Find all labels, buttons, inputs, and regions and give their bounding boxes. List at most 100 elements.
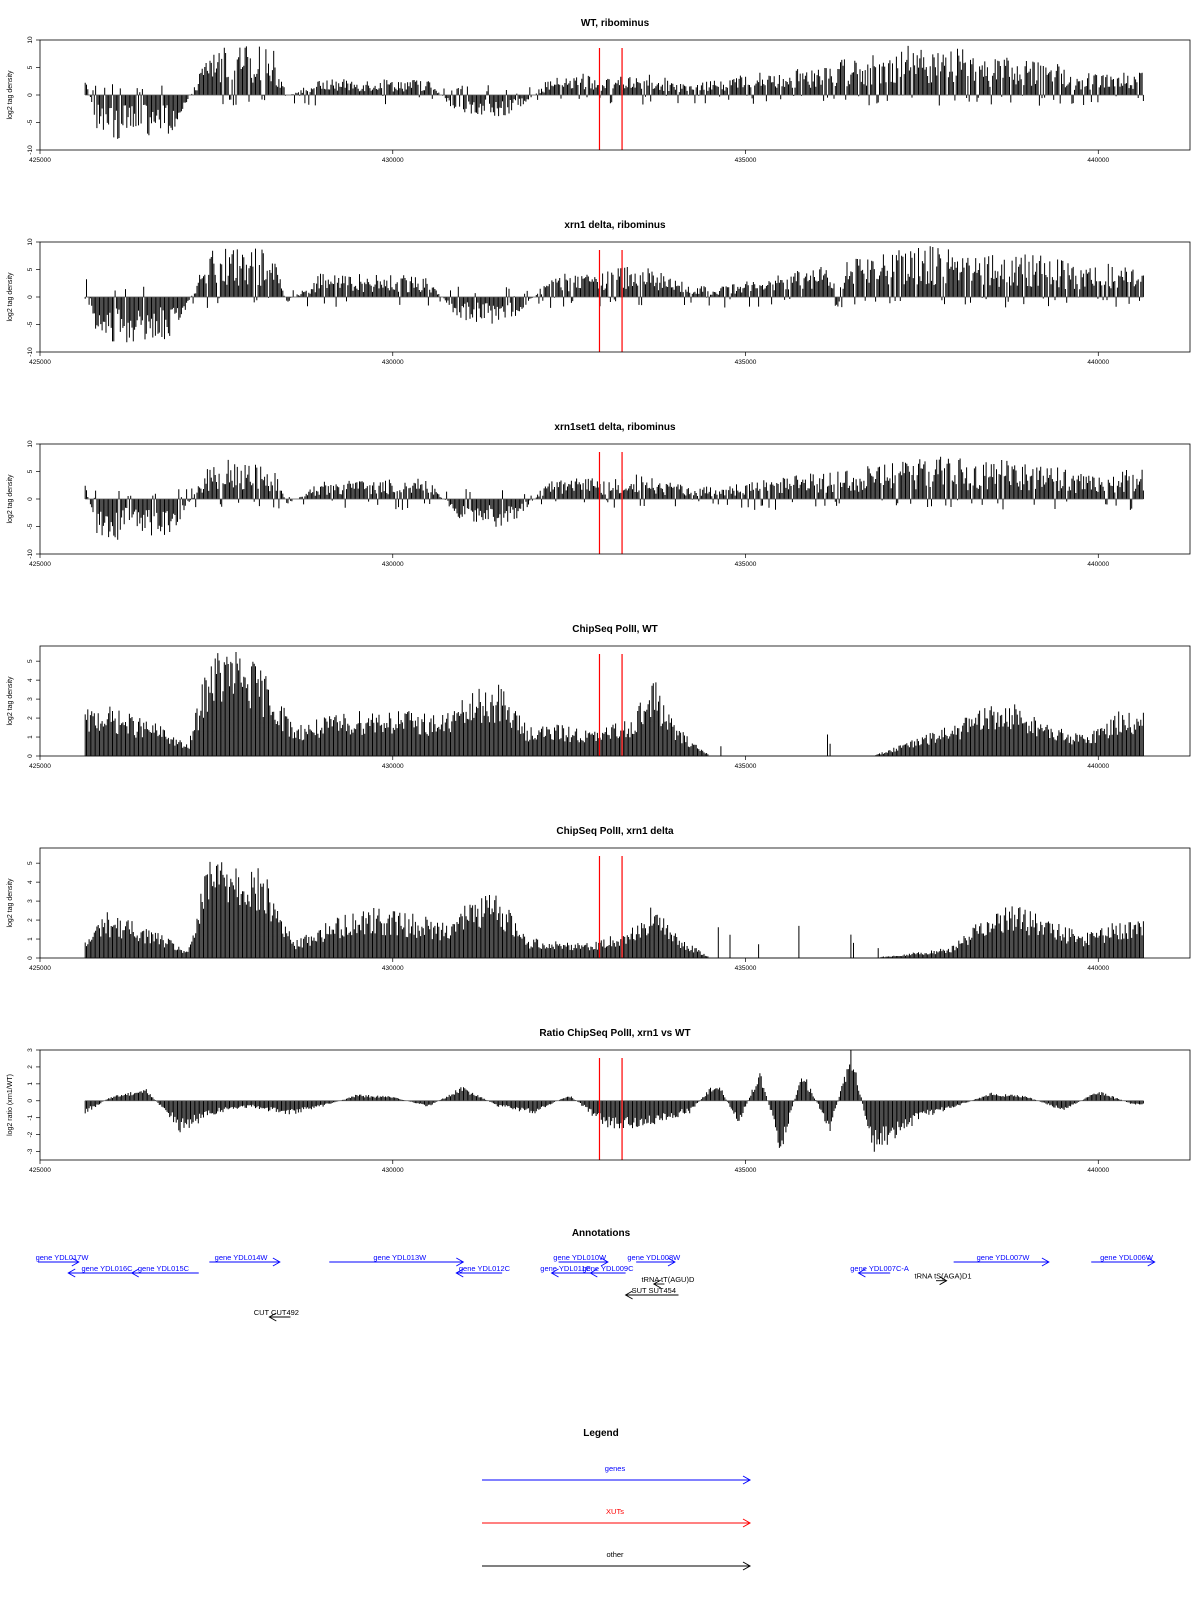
y-tick-label: 2 (27, 918, 34, 922)
arrow-head (455, 1268, 464, 1278)
annotation-feature: SUT SUT454 (624, 1286, 679, 1300)
annotations-title: Annotations (572, 1228, 631, 1239)
x-tick-label: 430000 (382, 965, 404, 972)
annotation-feature: gene YDL007C-A (850, 1264, 909, 1278)
x-tick-label: 425000 (29, 157, 51, 164)
panel-title: xrn1set1 delta, ribominus (554, 422, 676, 433)
y-tick-label: -10 (27, 549, 34, 559)
chart-panel: xrn1 delta, ribominus -10 -5 0 5 10 log2 tag d… (7, 220, 1191, 366)
legend-arrow-head (742, 1561, 752, 1571)
annotation-feature: gene YDL009C (582, 1264, 634, 1278)
y-tick-label: 0 (27, 1099, 34, 1103)
density-bars (84, 861, 1144, 958)
legend-title: Legend (583, 1428, 619, 1439)
arrow-head (456, 1257, 465, 1267)
y-axis-label: log2 tag density (7, 272, 14, 322)
annotation-feature: gene YDL015C (130, 1264, 199, 1278)
arrow-head (667, 1257, 676, 1267)
y-tick-label: -5 (27, 119, 34, 125)
y-axis-label: log2 tag density (7, 474, 14, 524)
annotation-items: gene YDL017W gene YDL016C gene YDL015C gene… (36, 1253, 1156, 1322)
y-tick-label: -10 (27, 145, 34, 155)
density-bars (84, 246, 1144, 343)
y-tick-label: 3 (27, 899, 34, 903)
arrow-head (600, 1257, 609, 1267)
chart-panel: ChipSeq PolII, xrn1 delta 0 1 2 3 4 5 log2 tag … (7, 826, 1191, 972)
feature-label: CUT CUT492 (254, 1308, 299, 1317)
feature-label: gene YDL008W (627, 1253, 681, 1262)
y-axis-label: log2 tag density (7, 676, 14, 726)
y-tick-label: 10 (27, 36, 34, 44)
y-tick-label: 5 (27, 65, 34, 69)
chart-panel: Ratio ChipSeq PolII, xrn1 vs WT -3 -2 -1 0 1 2… (7, 1028, 1191, 1174)
arrow-head (550, 1268, 559, 1278)
legend-arrow-head (742, 1518, 752, 1528)
feature-label: SUT SUT454 (632, 1286, 676, 1295)
panel-title: WT, ribominus (581, 18, 650, 29)
y-tick-label: 3 (27, 697, 34, 701)
data-bars (84, 246, 1144, 343)
legend-label: genes (605, 1464, 626, 1473)
y-tick-label: 0 (27, 295, 34, 299)
y-tick-label: 0 (27, 497, 34, 501)
x-tick-label: 440000 (1087, 965, 1109, 972)
y-tick-label: 3 (27, 1048, 34, 1052)
annotation-feature: tRNA tT(AGU)D (641, 1275, 695, 1289)
y-tick-label: 1 (27, 1082, 34, 1086)
panel-title: ChipSeq PolII, WT (572, 624, 658, 635)
feature-label: gene YDL009C (582, 1264, 634, 1273)
x-tick-label: 440000 (1087, 359, 1109, 366)
y-tick-label: -5 (27, 523, 34, 529)
density-bars (84, 45, 1144, 139)
y-tick-label: 5 (27, 469, 34, 473)
legend-entry: XUTs (482, 1507, 752, 1528)
annotation-feature: tRNA tS(AGA)D1 (915, 1272, 972, 1286)
annotation-feature: gene YDL011C (540, 1264, 591, 1278)
annotation-feature: gene YDL012C (455, 1264, 511, 1278)
arrow-head (67, 1268, 76, 1278)
arrow-head (71, 1257, 80, 1267)
arrow-head (589, 1268, 598, 1278)
annotation-feature: gene YDL013W (329, 1253, 465, 1267)
feature-label: gene YDL012C (459, 1264, 511, 1273)
data-bars (84, 45, 1144, 139)
x-tick-label: 435000 (735, 1167, 757, 1174)
x-tick-label: 440000 (1087, 561, 1109, 568)
annotation-feature: gene YDL014W (209, 1253, 281, 1267)
data-bars (84, 861, 1144, 958)
feature-label: gene YDL010W (553, 1253, 607, 1262)
x-tick-label: 430000 (382, 157, 404, 164)
plot-frame (39, 1049, 1191, 1161)
legend-label: other (606, 1550, 624, 1559)
x-tick-label: 430000 (382, 763, 404, 770)
y-tick-label: 0 (27, 754, 34, 758)
density-bars (84, 456, 1144, 540)
y-tick-label: -2 (27, 1131, 34, 1137)
legend-items: genes XUTs other (482, 1464, 752, 1571)
y-tick-label: 2 (27, 1065, 34, 1069)
arrow-head (857, 1268, 866, 1278)
y-tick-label: -3 (27, 1148, 34, 1154)
x-tick-label: 435000 (735, 157, 757, 164)
feature-label: gene YDL016C (81, 1264, 133, 1273)
x-tick-label: 435000 (735, 359, 757, 366)
feature-label: gene YDL006W (1100, 1253, 1154, 1262)
y-tick-label: 0 (27, 956, 34, 960)
annotation-feature: gene YDL008W (627, 1253, 681, 1267)
y-tick-label: -10 (27, 347, 34, 357)
x-tick-label: 425000 (29, 359, 51, 366)
arrow-head (939, 1276, 948, 1286)
plot-frame (39, 645, 1191, 757)
arrow-head (272, 1257, 281, 1267)
x-tick-label: 440000 (1087, 1167, 1109, 1174)
density-bars (84, 652, 1144, 756)
feature-label: tRNA tS(AGA)D1 (915, 1272, 972, 1281)
arrow-head (624, 1290, 633, 1300)
x-tick-label: 435000 (735, 763, 757, 770)
chart-panel: WT, ribominus -10 -5 0 5 10 log2 tag density 42… (7, 18, 1191, 164)
x-tick-label: 425000 (29, 965, 51, 972)
x-tick-label: 430000 (382, 561, 404, 568)
